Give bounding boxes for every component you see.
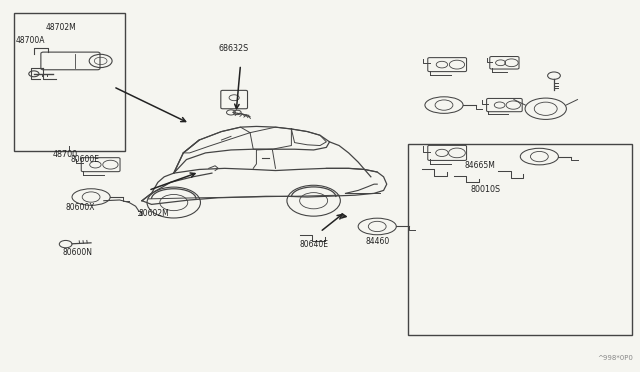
Text: 48700A: 48700A (16, 36, 45, 45)
Text: 48702M: 48702M (45, 23, 76, 32)
Text: 80602M: 80602M (139, 209, 170, 218)
Text: 80640E: 80640E (300, 240, 329, 249)
Text: 48700: 48700 (53, 150, 78, 159)
Text: 80600N: 80600N (63, 248, 93, 257)
Text: 80010S: 80010S (470, 185, 500, 194)
Bar (408, 144, 632, 335)
Text: 80600X: 80600X (66, 203, 95, 212)
Bar (13, 13, 125, 151)
Text: ^998*0P0: ^998*0P0 (597, 355, 633, 361)
Text: 68632S: 68632S (218, 44, 248, 52)
Text: 84665M: 84665M (465, 161, 496, 170)
Text: 84460: 84460 (366, 237, 390, 246)
Text: 80600E: 80600E (71, 155, 100, 164)
